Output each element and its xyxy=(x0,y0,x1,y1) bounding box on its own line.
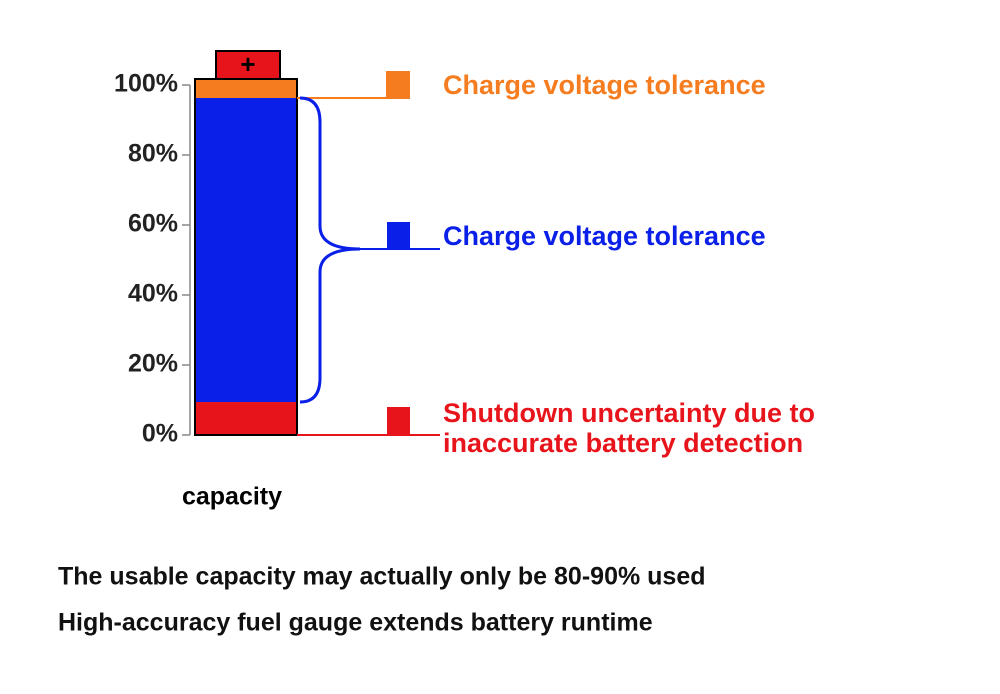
segment-bottom xyxy=(195,402,297,435)
marker xyxy=(387,222,410,249)
callout-text: inaccurate battery detection xyxy=(443,428,803,458)
callout-text: Charge voltage tolerance xyxy=(443,70,766,100)
tick-label: 0% xyxy=(142,420,178,448)
tick-label: 20% xyxy=(128,350,178,378)
axis-ticks: 100% 80% 60% 40% 20% 0% xyxy=(114,70,190,448)
tick-label: 60% xyxy=(128,210,178,238)
segment-top xyxy=(195,79,297,98)
caption-line: The usable capacity may actually only be… xyxy=(58,563,706,591)
marker xyxy=(386,71,410,99)
callout-text: Charge voltage tolerance xyxy=(443,221,766,251)
terminal-sign: + xyxy=(240,49,255,79)
segment-usable xyxy=(195,98,297,402)
caption-line: High-accuracy fuel gauge extends battery… xyxy=(58,609,653,637)
tick-label: 100% xyxy=(114,70,178,98)
callout-text: Shutdown uncertainty due to xyxy=(443,398,815,428)
axis-label: capacity xyxy=(182,483,282,511)
battery-terminal xyxy=(215,50,281,80)
battery-outline xyxy=(194,78,298,436)
tick-label: 80% xyxy=(128,140,178,168)
marker xyxy=(387,407,410,435)
tick-label: 40% xyxy=(128,280,178,308)
